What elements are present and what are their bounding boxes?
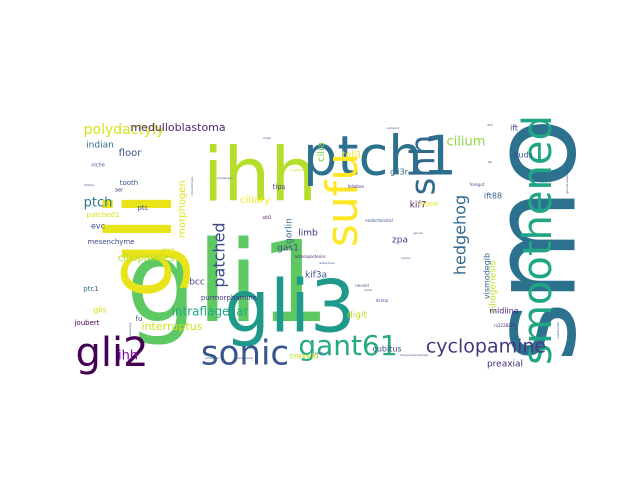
cloud-word: fgf [488, 160, 493, 164]
cloud-word: gli2 [75, 330, 148, 376]
cloud-word: cubitus [372, 345, 401, 354]
cloud-word: chondrocyte [190, 177, 194, 196]
cloud-word: ihh [118, 349, 138, 364]
cloud-word: gli3r [390, 168, 409, 177]
cloud-word: buds [513, 151, 532, 160]
cloud-word: gli [88, 191, 193, 298]
cloud-word: ciliary [240, 195, 270, 206]
cloud-word: glis [93, 306, 107, 315]
cloud-word: ciliopathies [118, 253, 175, 264]
cloud-word: kif3a [305, 271, 327, 281]
cloud-word: indian [86, 141, 114, 151]
cloud-word: lingual [418, 201, 438, 208]
cloud-word: ptc1 [83, 285, 99, 293]
cloud-word: hedgehog [451, 195, 470, 275]
cloud-word: tooth [120, 179, 139, 187]
cloud-word: cilia [316, 142, 327, 162]
cloud-word: sonic [201, 334, 289, 374]
cloud-word: kif7 [410, 201, 427, 211]
cloud-word: ihh [203, 133, 317, 219]
cloud-word: ptch [84, 196, 113, 211]
cloud-word: gli1 [126, 218, 331, 348]
cloud-word: creveld [289, 352, 318, 361]
cloud-word: anteroposterior [295, 254, 326, 259]
cloud-word: ift88 [484, 192, 502, 201]
cloud-word: apical [414, 231, 423, 235]
cloud-word: nevoid [355, 283, 369, 288]
cloud-word: autopod [387, 126, 399, 130]
cloud-word: extra-toes [319, 261, 335, 265]
cloud-word: dental [376, 298, 389, 303]
cloud-word: aer [115, 188, 124, 194]
cloud-word: ridge [263, 136, 271, 140]
cloud-word: plate [364, 288, 372, 292]
cloud-word: cerebellar [205, 356, 221, 360]
cloud-word: tips [273, 183, 286, 191]
cloud-word: smoothened [515, 115, 561, 365]
cloud-word: sufu [317, 153, 368, 247]
cloud-word: ofd1 [263, 215, 272, 220]
cloud-word: gorlin [285, 218, 295, 244]
cloud-word: ciliogenesis [489, 261, 499, 314]
cloud-word: ptc [137, 204, 148, 212]
cloud-word: phalanges [217, 176, 233, 180]
cloud-word: smo [468, 118, 603, 362]
cloud-word: cyclopamine [426, 336, 546, 358]
cloud-word: ptch1 [303, 125, 457, 188]
cloud-word: follicle [84, 183, 94, 187]
cloud-word: evc [91, 222, 105, 231]
cloud-word: ossification [556, 321, 560, 338]
cloud-word: gli3 [224, 265, 356, 349]
cloud-word: fu [136, 315, 143, 323]
cloud-word: zpa [392, 236, 408, 246]
cloud-word: purmorphamine [201, 294, 257, 302]
cloud-word: midline [489, 307, 519, 316]
cloud-word: floor [119, 148, 143, 159]
cloud-word: glioma-associated [565, 166, 569, 193]
cloud-word: papillae [315, 351, 327, 355]
cloud-word: polydactyly [84, 122, 165, 138]
cloud-word: foliation [348, 184, 365, 189]
cloud-word: incisor [401, 256, 412, 260]
cloud-word: joubert [73, 319, 99, 327]
cloud-word: limb [298, 229, 318, 239]
cloud-word: endochondral [365, 218, 392, 223]
cloud-word: foregut [470, 182, 485, 187]
cloud-word: vismodegib [483, 253, 492, 299]
cloud-word: niche [91, 163, 105, 169]
cloud-word: explants [162, 247, 175, 251]
cloud-word: holoprosencephaly [400, 353, 429, 357]
cloud-word: rs2228226 [494, 323, 516, 328]
cloud-word: fungiform [290, 168, 305, 172]
cloud-word: shh [404, 135, 444, 196]
cloud-word: gant61 [298, 329, 397, 362]
cloud-word: medulloblastoma [130, 121, 225, 134]
cloud-word: preaxial [487, 360, 523, 370]
cloud-word: craniofacial [235, 356, 253, 360]
cloud-word: cilium [447, 135, 486, 150]
cloud-word: interruptus [142, 320, 203, 333]
cloud-word: tgli1 [342, 151, 362, 161]
cloud-word: intraflagellar [172, 305, 249, 319]
cloud-word: morphogen [177, 180, 188, 238]
cloud-word: patched [210, 222, 229, 287]
cloud-word: ift [510, 124, 518, 133]
cloud-word: bcc [189, 278, 205, 288]
cloud-word: mesenchyme [87, 238, 134, 246]
cloud-word: digit [347, 311, 367, 321]
cloud-word: gas1 [277, 244, 299, 254]
cloud-word: dhh [487, 123, 493, 127]
cloud-word: patched1 [87, 211, 120, 219]
cloud-word: polarizing [128, 323, 132, 338]
